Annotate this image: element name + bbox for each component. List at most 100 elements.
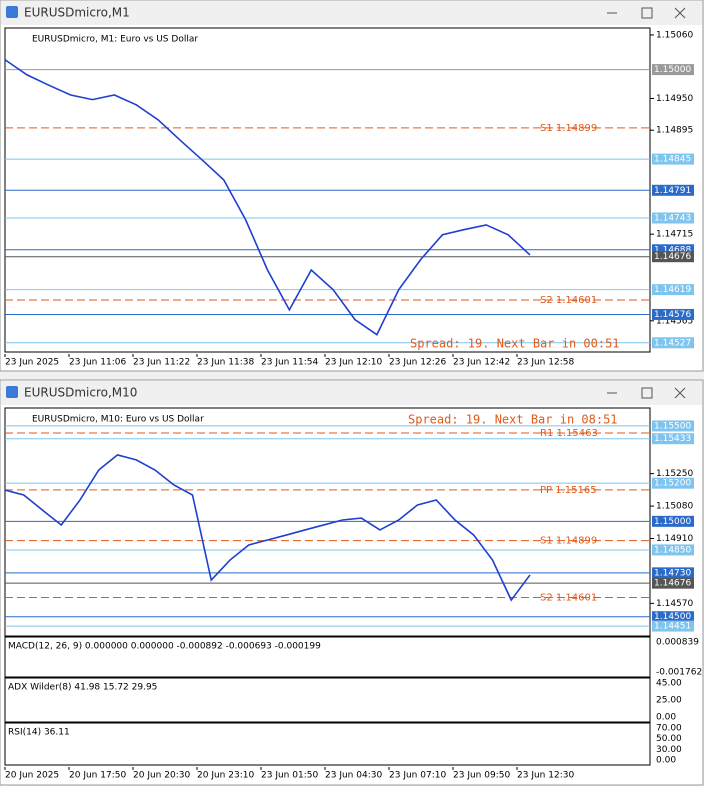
price-label-box [652,577,694,589]
plot-area [4,407,651,637]
y-tick-label: 1.14950 [656,94,693,104]
title-bar [1,381,702,405]
price-label-box [652,515,694,527]
y-tick-label: 1.15250 [656,469,693,479]
x-tick-label: 23 Jun 2025 [5,358,59,368]
price-label-box [652,611,694,623]
price-label: 1.15500 [654,421,691,431]
price-label-box [652,337,694,349]
x-tick-label: 20 Jun 17:50 [69,771,126,781]
price-label-box [652,477,694,489]
price-label-box [652,567,694,579]
indicator-tick-label: 25.00 [656,696,682,706]
price-label-box [652,212,694,224]
indicator-tick-label: 0.00 [656,713,676,723]
price-label-box [652,244,694,256]
price-label: 1.14850 [654,545,691,555]
window-icon [6,386,18,398]
price-line [4,454,531,602]
indicator-tick-label: 70.00 [656,724,682,734]
x-tick-label: 23 Jun 11:06 [69,358,126,368]
x-tick-label: 23 Jun 11:54 [261,358,318,368]
maximize-button[interactable] [641,387,653,399]
pivot-label: S1 1.14899 [540,536,597,547]
indicator-pane [4,722,651,766]
x-tick-label: 23 Jun 09:50 [453,771,510,781]
price-label: 1.14688 [654,245,691,255]
y-tick-label: 1.14895 [656,126,693,136]
x-tick-label: 23 Jun 11:22 [133,358,190,368]
x-tick-label: 20 Jun 23:10 [197,771,254,781]
x-tick-label: 23 Jun 12:42 [453,358,510,368]
indicator-label: RSI(14) 36.11 [8,728,70,738]
price-label: 1.14743 [654,214,691,224]
price-label-box [652,433,694,445]
price-label: 1.14527 [654,338,691,348]
x-tick-label: 23 Jun 04:30 [325,771,382,781]
indicator-pane [4,677,651,723]
x-tick-label: 20 Jun 2025 [5,771,59,781]
price-label-box [652,420,694,432]
x-tick-label: 23 Jun 12:10 [325,358,382,368]
price-label: 1.15200 [654,479,691,489]
price-label: 1.14791 [654,186,691,196]
price-label-box [652,64,694,76]
indicator-pane [4,636,651,678]
maximize-button[interactable] [641,7,653,19]
price-label-box [652,184,694,196]
price-label: 1.14500 [654,612,691,622]
annotation: Spread: 19. Next Bar in 00:51 [410,337,620,351]
pivot-label: S2 1.14601 [540,295,597,306]
price-label: 1.14619 [654,285,691,295]
indicator-tick-label: 45.00 [656,679,682,689]
price-label: 1.15000 [654,517,691,527]
x-tick-label: 23 Jun 07:10 [389,771,446,781]
x-tick-label: 23 Jun 12:26 [389,358,446,368]
price-label-box [652,153,694,165]
price-label: 1.14676 [654,579,691,589]
y-tick-label: 1.15080 [656,502,693,512]
indicator-label: ADX Wilder(8) 41.98 15.72 29.95 [8,683,157,693]
price-label: 1.14845 [654,155,691,165]
price-label-box [652,284,694,296]
price-label: 1.14451 [654,622,691,632]
pivot-label: S2 1.14601 [540,592,597,603]
y-tick-label: 1.14570 [656,599,693,609]
price-label: 1.15433 [654,434,691,444]
annotation: Spread: 19. Next Bar in 08:51 [408,413,618,427]
price-label-box [652,544,694,556]
indicator-label: MACD(12, 26, 9) 0.000000 0.000000 -0.000… [8,642,321,652]
price-line [4,59,531,336]
x-tick-label: 23 Jun 11:38 [197,358,254,368]
indicator-tick-label: 50.00 [656,734,682,744]
pivot-label: S1 1.14899 [540,123,597,134]
price-label: 1.14676 [654,252,691,262]
window-title: EURUSDmicro,M1 [24,6,130,20]
y-tick-label: 1.15060 [656,30,693,40]
x-tick-label: 23 Jun 12:30 [517,771,574,781]
indicator-tick-label: 0.000839 [656,638,699,648]
close-button[interactable] [674,387,686,399]
close-button[interactable] [674,7,686,19]
symbol-label: EURUSDmicro, M10: Euro vs US Dollar [32,415,204,425]
y-tick-label: 1.14565 [656,316,693,326]
price-label: 1.14730 [654,568,691,578]
x-tick-label: 23 Jun 12:58 [517,358,574,368]
y-tick-label: 1.14910 [656,534,693,544]
indicator-tick-label: 0.00 [656,756,676,766]
window-title: EURUSDmicro,M10 [24,386,137,400]
price-label-box [652,251,694,263]
window-icon [6,6,18,18]
symbol-label: EURUSDmicro, M1: Euro vs US Dollar [32,35,198,45]
indicator-tick-label: -0.001762 [656,668,702,678]
x-tick-label: 20 Jun 20:30 [133,771,190,781]
price-label-box [652,620,694,632]
pivot-label: R1 1.15463 [540,428,598,439]
price-label: 1.14576 [654,310,691,320]
x-tick-label: 23 Jun 01:50 [261,771,318,781]
pivot-label: PP 1.15165 [540,485,597,496]
y-tick-label: 1.14715 [656,230,693,240]
title-bar [1,1,702,25]
